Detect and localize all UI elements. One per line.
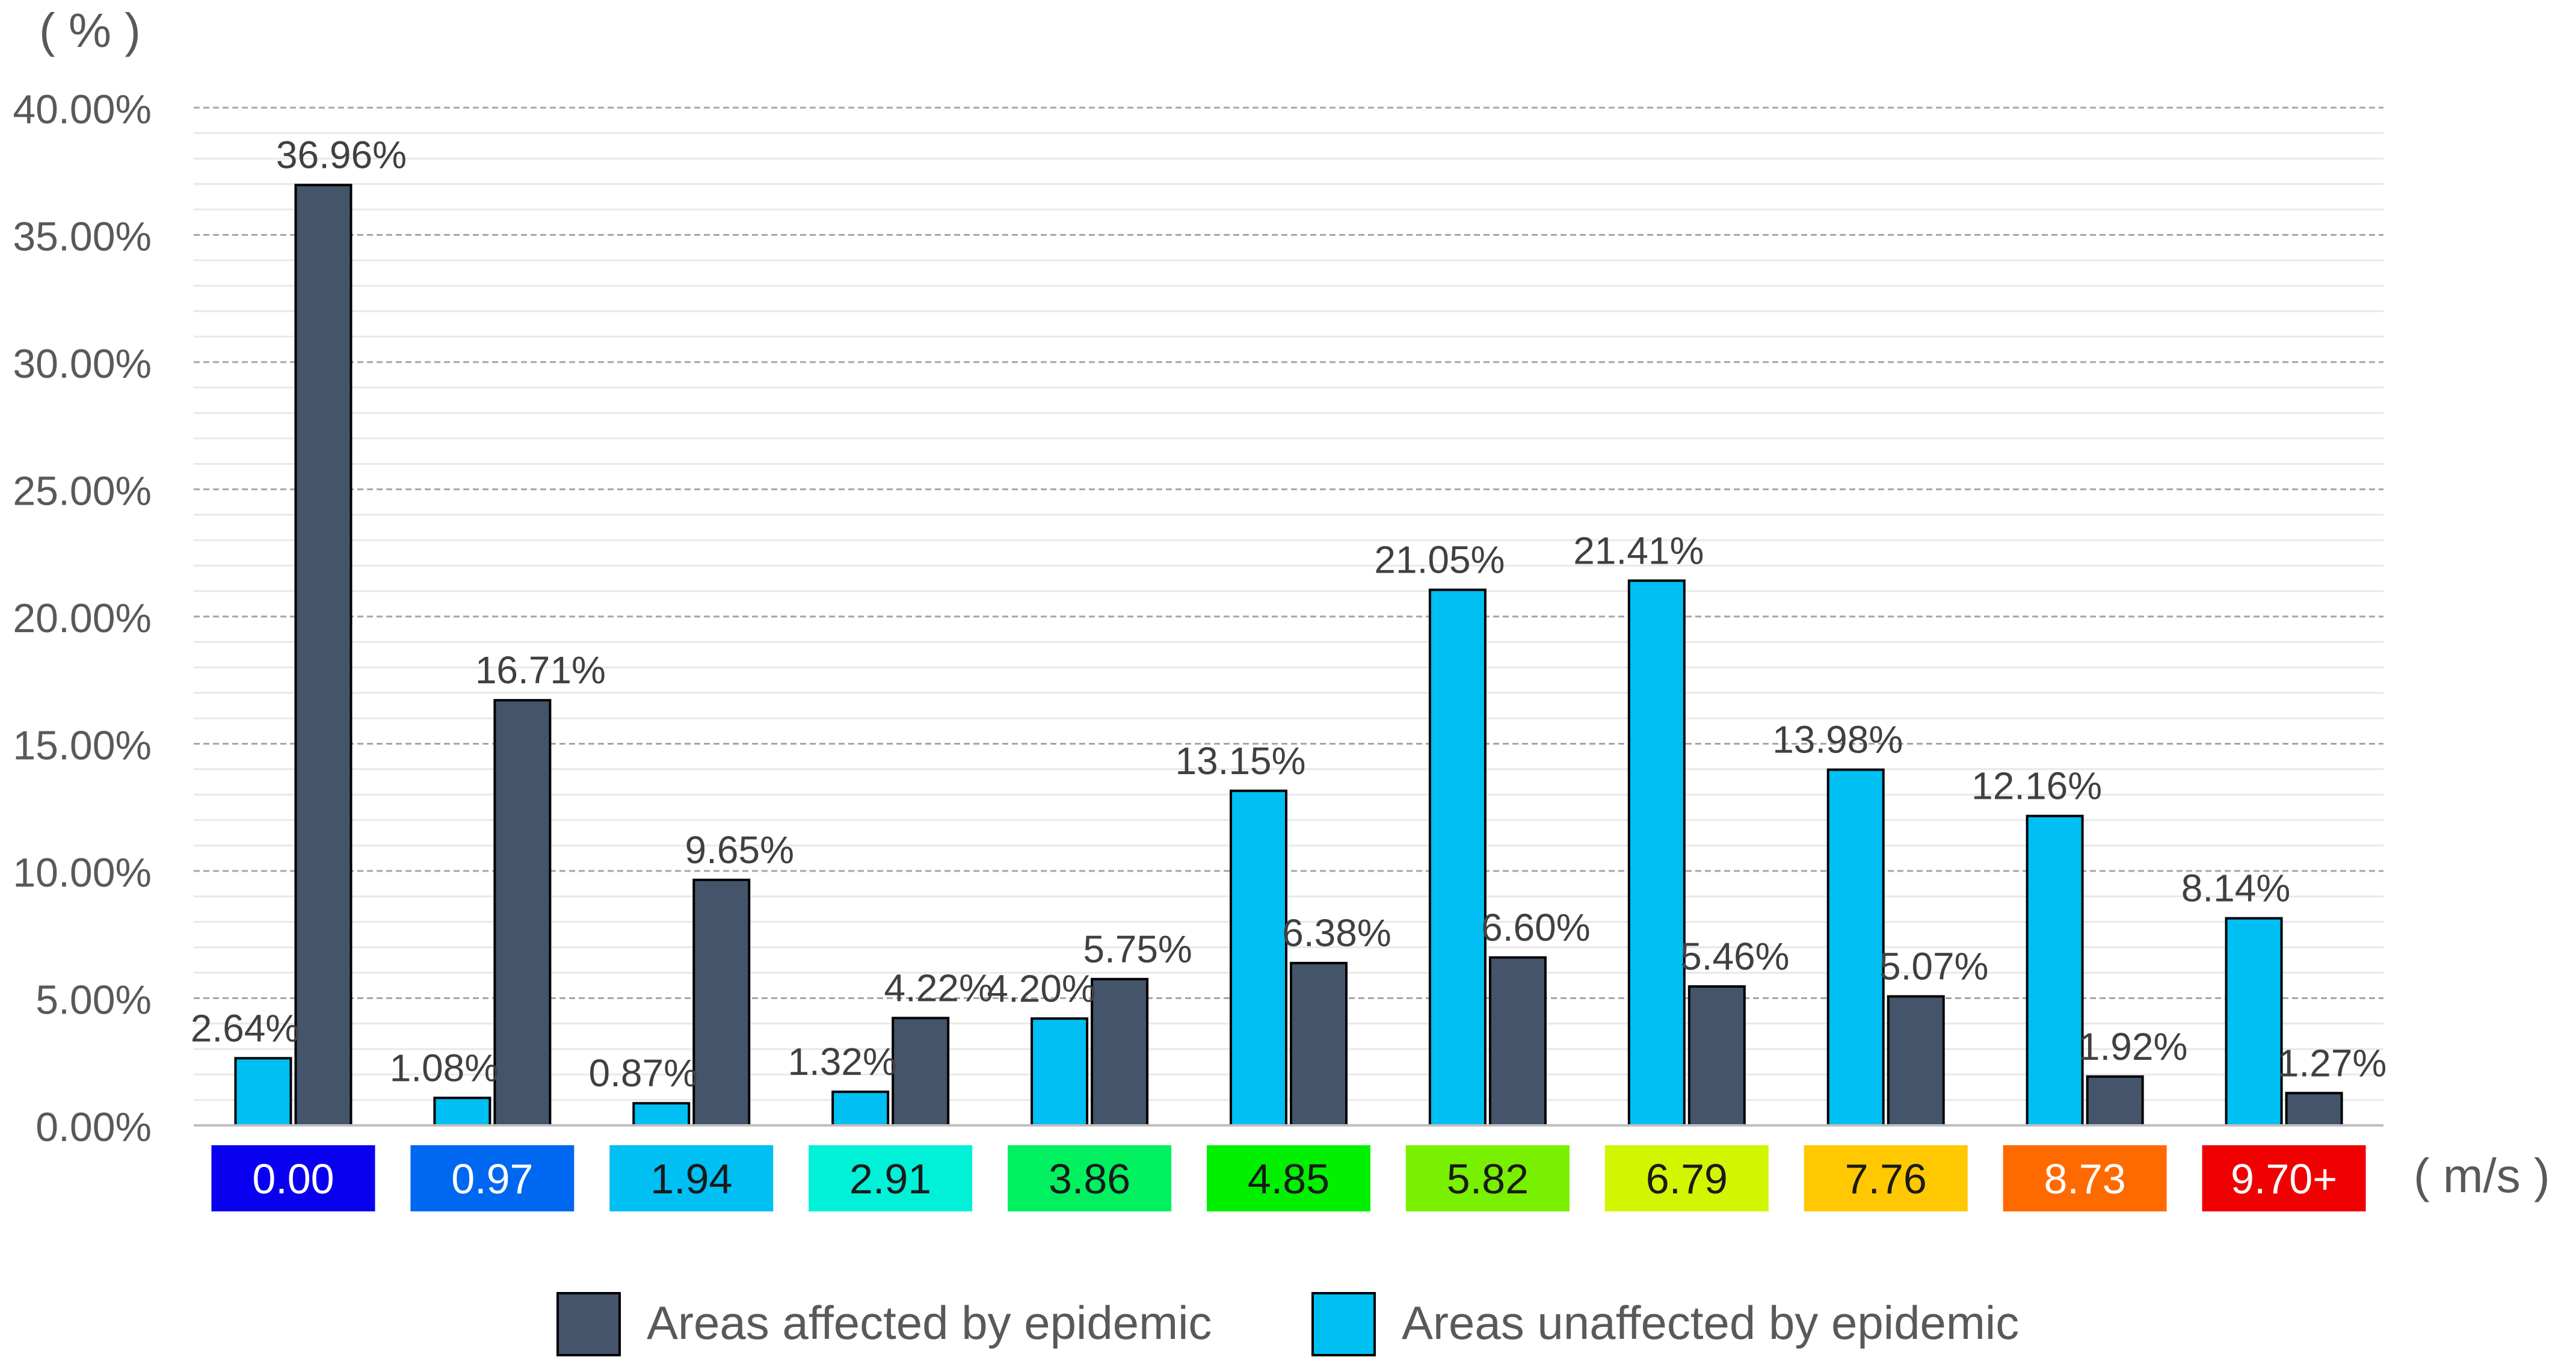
- category-box: [2003, 1145, 2167, 1211]
- bar-affected: [2086, 1075, 2144, 1127]
- data-label-affected: 5.46%: [1680, 935, 1789, 978]
- bar-unaffected: [632, 1102, 691, 1127]
- bar-affected: [1290, 962, 1348, 1127]
- bar-unaffected: [1826, 768, 1885, 1127]
- category-label: 2.91: [849, 1155, 931, 1202]
- bar-unaffected: [2225, 917, 2283, 1127]
- bar-affected: [692, 878, 751, 1127]
- category-label: 3.86: [1049, 1155, 1130, 1202]
- bar-affected: [493, 699, 552, 1127]
- x-axis-label: ( m/s ): [2414, 1149, 2550, 1202]
- bar-unaffected: [1627, 579, 1686, 1127]
- data-label-affected: 4.22%: [884, 966, 993, 1009]
- data-label-unaffected: 4.20%: [987, 967, 1095, 1010]
- legend-swatch: [556, 1292, 621, 1356]
- y-tick-label: 35.00%: [13, 214, 152, 260]
- bar-affected: [294, 183, 353, 1127]
- bar-unaffected: [1031, 1017, 1089, 1127]
- category-box: [1804, 1145, 1968, 1211]
- category-box: [410, 1145, 575, 1211]
- data-label-affected: 36.96%: [276, 134, 407, 177]
- bar-unaffected: [831, 1091, 890, 1127]
- data-label-unaffected: 8.14%: [2181, 867, 2290, 910]
- y-tick-label: 40.00%: [13, 87, 152, 132]
- data-label-affected: 1.92%: [2078, 1025, 2187, 1068]
- data-label-unaffected: 12.16%: [1971, 764, 2102, 808]
- bar-unaffected: [1230, 789, 1287, 1127]
- y-axis-tick-labels: 0.00% 5.00% 10.00% 15.00% 20.00% 25.00% 30.00%…: [13, 87, 152, 1150]
- legend: Areas affected by epidemic Areas unaffect…: [556, 1292, 2019, 1356]
- major-gridlines: [194, 106, 2383, 999]
- data-label-affected: 16.71%: [475, 648, 606, 692]
- data-label-unaffected: 21.05%: [1374, 538, 1505, 582]
- category-box: [1207, 1145, 1370, 1211]
- category-box: [1008, 1145, 1172, 1211]
- data-label-affected: 5.07%: [1879, 945, 1988, 988]
- y-tick-label: 15.00%: [13, 723, 152, 769]
- y-tick-label: 0.00%: [35, 1104, 152, 1150]
- y-tick-label: 30.00%: [13, 341, 152, 387]
- category-label: 1.94: [650, 1155, 732, 1202]
- data-label-affected: 9.65%: [685, 828, 794, 872]
- category-label: 8.73: [2044, 1155, 2126, 1202]
- data-labels: 2.64% 36.96% 1.08% 16.71% 0.87% 9.65% 1.32% 4.2…: [191, 134, 2387, 1095]
- category-box: [1604, 1145, 1769, 1211]
- data-label-unaffected: 13.98%: [1772, 718, 1903, 761]
- y-tick-label: 5.00%: [35, 977, 152, 1023]
- data-label-unaffected: 13.15%: [1175, 739, 1305, 783]
- category-label: 7.76: [1845, 1155, 1927, 1202]
- legend-label: Areas affected by epidemic: [647, 1296, 1212, 1349]
- bar-affected: [2285, 1092, 2343, 1127]
- y-axis-label: ( % ): [39, 4, 141, 57]
- minor-gridlines: [194, 132, 2383, 1101]
- y-tick-label: 10.00%: [13, 850, 152, 896]
- category-label: 0.00: [252, 1155, 334, 1202]
- bar-unaffected: [433, 1097, 491, 1127]
- bar-affected: [892, 1017, 950, 1127]
- data-label-unaffected: 2.64%: [191, 1006, 300, 1050]
- category-box: [809, 1145, 973, 1211]
- category-box: [609, 1145, 774, 1211]
- x-axis-category-boxes: 0.00 0.97 1.94 2.91 3.86 4.85 5.82 6.79 7.76 8.73…: [211, 1145, 2366, 1211]
- bar-unaffected: [2026, 814, 2084, 1127]
- bar-unaffected: [234, 1057, 292, 1127]
- category-box: [2202, 1145, 2366, 1211]
- data-label-unaffected: 0.87%: [589, 1051, 698, 1095]
- data-label-affected: 6.38%: [1282, 911, 1391, 955]
- bar-affected: [1091, 977, 1149, 1127]
- category-label: 4.85: [1248, 1155, 1330, 1202]
- bars: [234, 183, 2343, 1127]
- bar-unaffected: [1428, 588, 1487, 1127]
- category-label: 0.97: [451, 1155, 533, 1202]
- y-tick-label: 25.00%: [13, 469, 152, 514]
- y-tick-label: 20.00%: [13, 595, 152, 641]
- bar-affected: [1488, 956, 1547, 1127]
- data-label-affected: 1.27%: [2278, 1041, 2386, 1084]
- category-label: 5.82: [1447, 1155, 1529, 1202]
- legend-label: Areas unaffected by epidemic: [1402, 1296, 2019, 1349]
- category-label: 6.79: [1646, 1155, 1728, 1202]
- data-label-unaffected: 1.08%: [390, 1046, 499, 1089]
- legend-swatch: [1311, 1292, 1376, 1356]
- category-box: [1405, 1145, 1570, 1211]
- data-label-unaffected: 21.41%: [1573, 529, 1704, 572]
- bar-affected: [1687, 985, 1746, 1127]
- bar-affected: [1887, 995, 1945, 1127]
- category-label: 9.70+: [2231, 1155, 2337, 1202]
- data-label-affected: 6.60%: [1481, 906, 1590, 949]
- data-label-affected: 5.75%: [1083, 927, 1192, 971]
- data-label-unaffected: 1.32%: [787, 1040, 896, 1083]
- category-box: [211, 1145, 375, 1211]
